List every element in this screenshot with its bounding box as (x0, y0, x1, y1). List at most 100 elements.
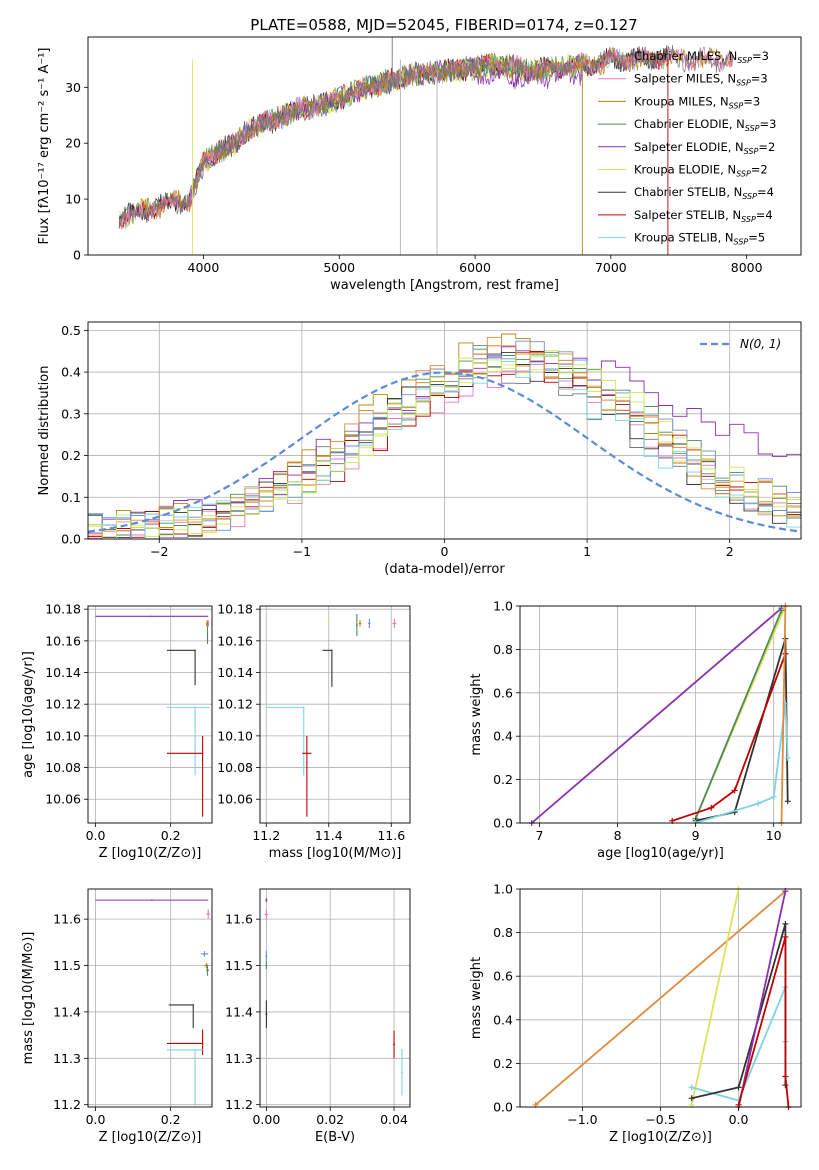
spectrum-ytick-label: 20 (65, 136, 81, 151)
age_vs_Z-ytick-label: 10.18 (45, 602, 81, 617)
residuals-hist-salpeter_stelib (88, 351, 801, 540)
mass_vs_Z-ytick-label: 11.6 (53, 912, 81, 927)
age_vs_mass-xtick-label: 11.2 (252, 828, 280, 843)
mass_vs_Z-point (206, 969, 209, 971)
residuals-xtick-label: −2 (150, 544, 168, 559)
weight_vs_Z-ytick-label: 0.8 (493, 925, 513, 940)
age_vs_Z-ytick-label: 10.10 (45, 728, 81, 743)
mass_vs_ebv-ytick-label: 11.4 (225, 1004, 253, 1019)
age_vs_Z-xtick-label: 0.0 (86, 828, 106, 843)
weight_vs_age-marker (708, 804, 715, 811)
weight_vs_age-ylabel: mass weight (469, 673, 484, 755)
weight_vs_age-ytick-label: 0.8 (493, 642, 513, 657)
weight_vs_Z-ytick-label: 0.6 (493, 969, 513, 984)
age_vs_mass-ytick-label: 10.08 (217, 760, 253, 775)
age_vs_mass-ytick-label: 10.06 (217, 792, 253, 807)
mass_vs_ebv-xtick-label: 0.02 (316, 1112, 344, 1127)
mass_vs_ebv-xtick-label: 0.00 (252, 1112, 280, 1127)
weight_vs_age-marker (778, 607, 785, 614)
age_vs_Z-point (206, 622, 208, 625)
residuals-hist-salpeter_miles (88, 364, 801, 539)
mass_vs_ebv-point (265, 1013, 268, 1016)
weight_vs_Z-ylabel: mass weight (469, 957, 484, 1039)
weight_vs_age-marker (770, 793, 777, 800)
residuals-ytick-label: 0.5 (61, 323, 81, 338)
residuals-hist-kroupa_elodie (88, 350, 801, 537)
residuals-ytick-label: 0.1 (61, 490, 81, 505)
mass_vs_ebv-point (265, 955, 268, 958)
age_vs_mass-ytick-label: 10.10 (217, 728, 253, 743)
weight_vs_Z-line-salpeter_stelib (737, 936, 790, 1108)
mass_vs_Z-ytick-label: 11.5 (53, 958, 81, 973)
spectrum-legend-label: Salpeter ELODIE, NSSP=2 (634, 140, 775, 156)
weight_vs_age-xtick-label: 9 (692, 828, 700, 843)
age_vs_Z-xtick-label: 0.2 (161, 828, 181, 843)
mass_vs_ebv-point (401, 1071, 403, 1074)
age_vs_mass-xtick-label: 11.4 (315, 828, 343, 843)
age_vs_Z-point (201, 752, 204, 755)
mass_vs_Z-xtick-label: 0.2 (161, 1112, 181, 1127)
weight_vs_Z-line-kroupa_elodie (690, 888, 740, 1105)
age_vs_Z-ylabel: age [log10(age/yr)] (21, 651, 36, 778)
weight_vs_Z-xlabel: Z [log10(Z/Z⊙)] (609, 1130, 712, 1145)
spectrum-xtick-label: 4000 (188, 260, 220, 275)
weight_vs_age-xlabel: age [log10(age/yr)] (597, 846, 724, 861)
age_vs_mass-point (327, 619, 330, 622)
residuals-ylabel: Normed distribution (37, 366, 52, 496)
weight_vs_Z-line-extra_orange (535, 890, 786, 1106)
age_vs_mass-frame (259, 605, 411, 824)
spectrum-frame (87, 36, 802, 256)
weight_vs_Z-xtick-label: −0.5 (645, 1112, 675, 1127)
mass_vs_ebv-ytick-label: 11.5 (225, 958, 253, 973)
spectrum-xtick-label: 6000 (459, 260, 491, 275)
residuals-xtick-label: −1 (293, 544, 311, 559)
mass_vs_ebv-ytick-label: 11.2 (225, 1097, 253, 1112)
mass_vs_Z-xtick-label: 0.0 (86, 1112, 106, 1127)
mass_vs_ebv-ytick-label: 11.3 (225, 1051, 253, 1066)
weight_vs_Z-marker (782, 920, 789, 927)
age_vs_Z-frame (87, 605, 213, 824)
age_vs_Z-ytick-label: 10.12 (45, 697, 81, 712)
age_vs_Z-point (194, 649, 196, 652)
age_vs_Z-xlabel: Z [log10(Z/Z⊙)] (99, 846, 202, 861)
age_vs_Z-ytick-label: 10.14 (45, 665, 81, 680)
spectrum-xlabel: wavelength [Angstrom, rest frame] (330, 278, 559, 293)
spectrum-series-chabrier_miles (118, 44, 734, 227)
weight_vs_Z-xtick-label: 0.0 (729, 1112, 749, 1127)
weight_vs_age-line-extra_orange (780, 605, 787, 824)
spectrum-ytick-label: 10 (65, 192, 81, 207)
age_vs_mass-point (393, 622, 396, 625)
residuals-ytick-label: 0.4 (61, 365, 81, 380)
age_vs_mass-xlabel: mass [log10(M/M⊙)] (269, 846, 402, 861)
weight_vs_age-xtick-label: 10 (766, 828, 782, 843)
age_vs_mass-point (306, 752, 308, 755)
spectrum-legend-label: Chabrier ELODIE, NSSP=3 (634, 117, 776, 133)
age_vs_Z-point (151, 615, 153, 618)
spectrum-legend-label: Chabrier MILES, NSSP=3 (634, 49, 769, 65)
age_vs_mass-ytick-label: 10.16 (217, 633, 253, 648)
spectrum-legend-label: Kroupa MILES, NSSP=3 (634, 94, 760, 110)
residuals-ytick-label: 0.3 (61, 406, 81, 421)
residuals-xtick-label: 0 (441, 544, 449, 559)
mass_vs_ebv-ytick-label: 11.6 (225, 912, 253, 927)
weight_vs_age-ytick-label: 1.0 (493, 599, 513, 614)
weight_vs_Z-marker (735, 1084, 742, 1091)
mass_vs_ebv-frame (259, 888, 411, 1108)
spectrum-legend-label: Chabrier STELIB, NSSP=4 (634, 185, 774, 201)
spectrum-xtick-label: 7000 (595, 260, 627, 275)
residuals-ytick-label: 0.2 (61, 448, 81, 463)
mass_vs_Z-point (151, 899, 153, 901)
spectrum-xtick-label: 5000 (323, 260, 355, 275)
weight_vs_Z-marker (782, 1073, 789, 1080)
residuals-hist-kroupa_stelib (88, 357, 801, 540)
weight_vs_Z-ytick-label: 0.0 (493, 1100, 513, 1115)
weight_vs_age-xtick-label: 8 (614, 828, 622, 843)
age_vs_mass-point (356, 624, 358, 626)
residuals-xtick-label: 2 (726, 544, 734, 559)
mass_vs_Z-ylabel: mass [log10(M/M⊙)] (21, 932, 36, 1065)
age_vs_mass-point (331, 649, 333, 652)
weight_vs_age-line-salpeter_stelib (671, 653, 787, 822)
spectrum-legend-label: Kroupa ELODIE, NSSP=2 (634, 163, 768, 179)
mass_vs_Z-ytick-label: 11.4 (53, 1004, 81, 1019)
